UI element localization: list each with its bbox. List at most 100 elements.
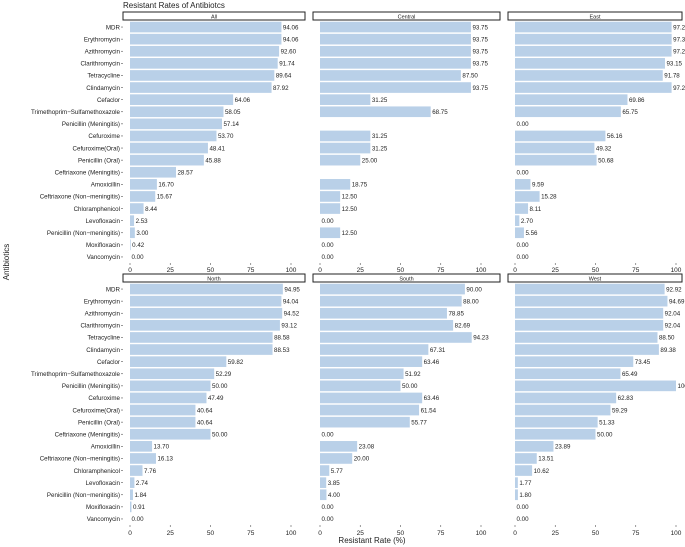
bar: [320, 191, 341, 202]
x-tick-label: 100: [286, 530, 297, 537]
bar: [130, 33, 282, 45]
bar: [320, 154, 361, 166]
data-label: 49.32: [596, 145, 612, 152]
bar: [515, 191, 540, 202]
category-label: Cefuroxime: [88, 395, 120, 402]
data-label: 51.33: [599, 419, 615, 426]
bar: [515, 283, 665, 295]
data-label: 59.29: [612, 407, 628, 414]
category-label: Tetracycline: [87, 335, 120, 342]
bar: [130, 307, 283, 319]
data-label: 94.04: [283, 298, 299, 305]
facet-strip: [507, 11, 683, 21]
data-label: 1.77: [519, 480, 532, 487]
data-label: 50.00: [597, 431, 613, 438]
bar: [130, 332, 273, 343]
category-label: Trimethoprim−Sulfamethoxazole: [31, 109, 121, 116]
x-tick-label: 0: [513, 530, 517, 537]
bar: [515, 356, 634, 367]
bar: [130, 203, 144, 214]
data-label: 10.62: [534, 468, 550, 475]
data-label: 55.77: [411, 419, 427, 426]
category-label: Cefuroxime: [88, 133, 120, 140]
data-label: 62.83: [618, 395, 634, 402]
data-label: 0.00: [132, 254, 145, 261]
data-label: 40.64: [197, 407, 213, 414]
data-label: 65.75: [622, 109, 638, 116]
data-label: 92.04: [665, 310, 681, 317]
bar: [130, 142, 208, 154]
category-label: Ceftriaxone (Meningitis): [55, 169, 120, 176]
bar: [320, 392, 423, 404]
category-label: Azithromycin: [85, 310, 121, 317]
data-label: 45.88: [205, 157, 221, 164]
facet-strip-label: East: [589, 14, 600, 20]
category-label: MDR: [106, 286, 121, 293]
data-label: 0.00: [322, 431, 335, 438]
data-label: 0.00: [517, 242, 530, 249]
facet-strip-label: North: [207, 276, 220, 282]
category-label: Penicillin (Non−meningitis): [47, 492, 120, 499]
x-tick-label: 0: [128, 267, 132, 274]
data-label: 78.85: [448, 310, 464, 317]
bar: [320, 58, 471, 69]
facet-strip: [312, 11, 501, 21]
bar: [130, 441, 153, 452]
bar: [320, 45, 471, 57]
category-label: Cefuroxime(Oral): [73, 407, 120, 414]
data-label: 90.00: [466, 286, 482, 293]
bar: [320, 33, 471, 45]
bar: [515, 227, 524, 239]
data-label: 2.70: [521, 218, 534, 225]
data-label: 48.41: [209, 145, 225, 152]
data-label: 9.59: [532, 182, 545, 189]
bar: [130, 501, 132, 513]
data-label: 0.00: [322, 254, 335, 261]
data-label: 25.00: [362, 157, 378, 164]
data-label: 8.44: [145, 206, 158, 213]
data-label: 88.50: [659, 335, 675, 342]
category-label: Ceftriaxone (Non−meningitis): [40, 456, 120, 463]
bar: [320, 203, 341, 214]
facet-panel-all: All 94.06 94.06 92.60 91.74 89.64 87.92 64.06 58…: [31, 11, 306, 274]
data-label: 2.53: [136, 218, 149, 225]
bar: [130, 215, 135, 226]
data-label: 93.15: [666, 61, 682, 68]
bar: [130, 404, 196, 416]
data-label: 94.52: [284, 310, 300, 317]
facet-strip-label: West: [589, 276, 602, 282]
data-label: 15.28: [541, 194, 557, 201]
category-label: Trimethoprim−Sulfamethoxazole: [31, 371, 121, 378]
data-label: 53.70: [218, 133, 234, 140]
data-label: 5.56: [525, 230, 538, 237]
data-label: 0.00: [322, 218, 335, 225]
data-label: 2.74: [136, 480, 149, 487]
bar: [320, 179, 351, 190]
x-tick-label: 50: [397, 530, 405, 537]
x-tick-label: 50: [207, 267, 215, 274]
bar: [320, 82, 471, 93]
category-label: Levofloxacin: [86, 480, 121, 487]
bar: [515, 106, 621, 118]
facet-strip: [312, 273, 501, 283]
bar: [320, 416, 410, 428]
data-label: 67.31: [430, 347, 446, 354]
data-label: 73.45: [635, 359, 651, 366]
data-label: 69.86: [629, 97, 645, 104]
bar: [515, 368, 621, 380]
x-tick-label: 75: [632, 530, 640, 537]
category-label: Clarithromycin: [80, 61, 120, 68]
data-label: 57.14: [223, 121, 239, 128]
category-label: Tetracycline: [87, 73, 120, 80]
data-label: 16.70: [158, 182, 174, 189]
facet-strip-label: South: [399, 276, 413, 282]
data-label: 0.00: [517, 121, 530, 128]
category-label: Cefaclor: [97, 97, 120, 104]
data-label: 47.49: [208, 395, 224, 402]
data-label: 0.42: [132, 242, 145, 249]
data-label: 0.00: [322, 504, 335, 511]
data-label: 82.69: [455, 323, 471, 330]
category-label: Clindamycin: [86, 347, 120, 354]
bar: [515, 392, 617, 404]
